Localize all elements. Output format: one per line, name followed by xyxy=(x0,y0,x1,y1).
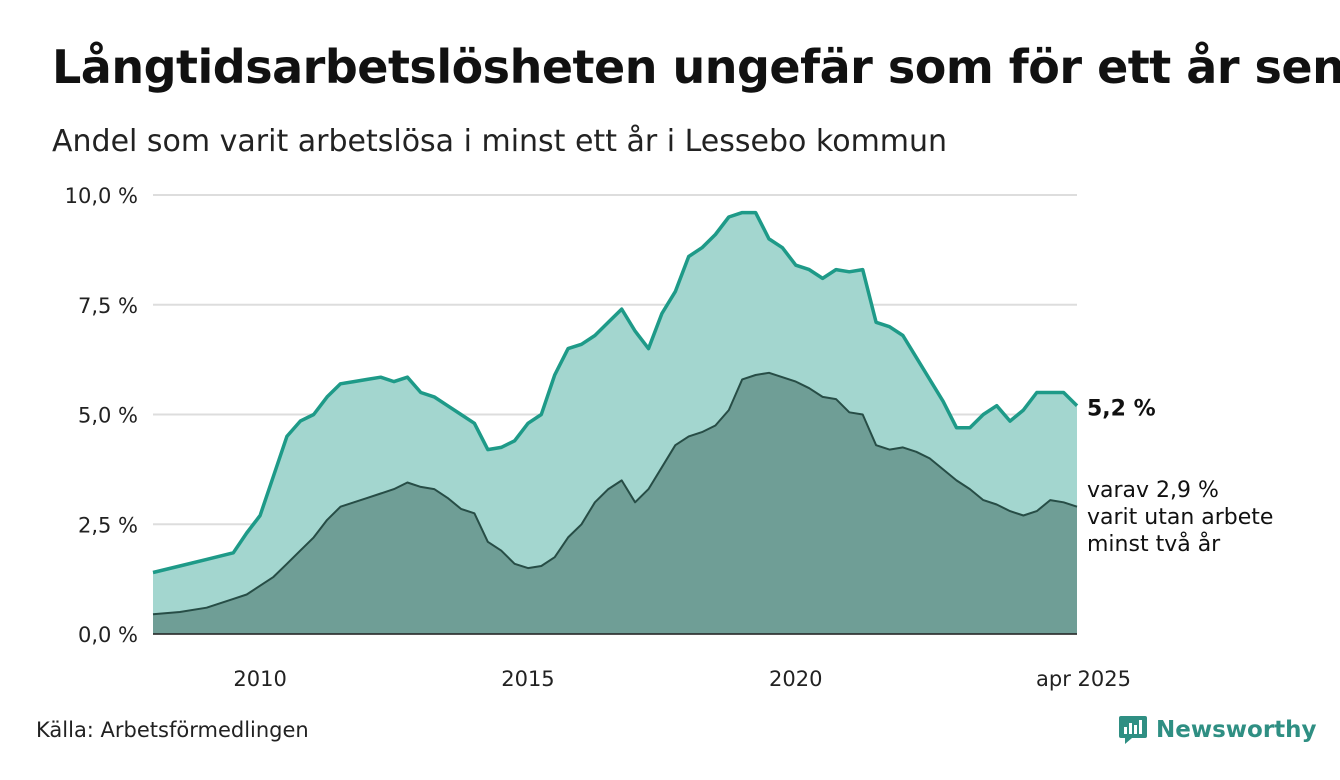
brand-logo: Newsworthy xyxy=(1118,714,1317,746)
y-tick-label: 5,0 % xyxy=(78,404,138,428)
end-label-long-term: 5,2 % xyxy=(1087,397,1156,422)
y-tick-label: 10,0 % xyxy=(65,184,138,208)
y-tick-label: 7,5 % xyxy=(78,294,138,318)
x-tick-label: 2020 xyxy=(769,667,822,691)
y-tick-label: 2,5 % xyxy=(78,513,138,537)
area-series-layer xyxy=(152,210,1079,635)
newsworthy-logo-icon xyxy=(1119,716,1147,744)
y-axis-ticks: 0,0 % 2,5 % 5,0 % 7,5 % 10,0 % xyxy=(65,184,138,647)
x-tick-label: 2015 xyxy=(501,667,554,691)
series-area-minst_tva_ar xyxy=(153,372,1077,634)
chart-subtitle: Andel som varit arbetslösa i minst ett å… xyxy=(52,124,948,159)
y-tick-label: 0,0 % xyxy=(78,623,138,647)
source-note: Källa: Arbetsförmedlingen xyxy=(36,718,309,742)
x-tick-label: 2010 xyxy=(233,667,286,691)
end-label-two-year-line: varav 2,9 % xyxy=(1087,478,1219,503)
series-line-minst_ett_ar xyxy=(152,210,1079,575)
x-axis-ticks: 2010 2015 2020 apr 2025 xyxy=(233,667,1131,691)
series-line-minst_tva_ar xyxy=(152,371,1078,616)
x-tick-label: apr 2025 xyxy=(1036,667,1131,691)
end-label-two-year-line: minst två år xyxy=(1087,531,1221,557)
chart-title: Långtidsarbetslösheten ungefär som för e… xyxy=(52,40,1340,94)
area-chart: 0,0 % 2,5 % 5,0 % 7,5 % 10,0 % 2010 2015 2020 a… xyxy=(65,184,1274,691)
end-label-two-year-line: varit utan arbete xyxy=(1087,505,1273,530)
brand-name: Newsworthy xyxy=(1156,717,1317,743)
